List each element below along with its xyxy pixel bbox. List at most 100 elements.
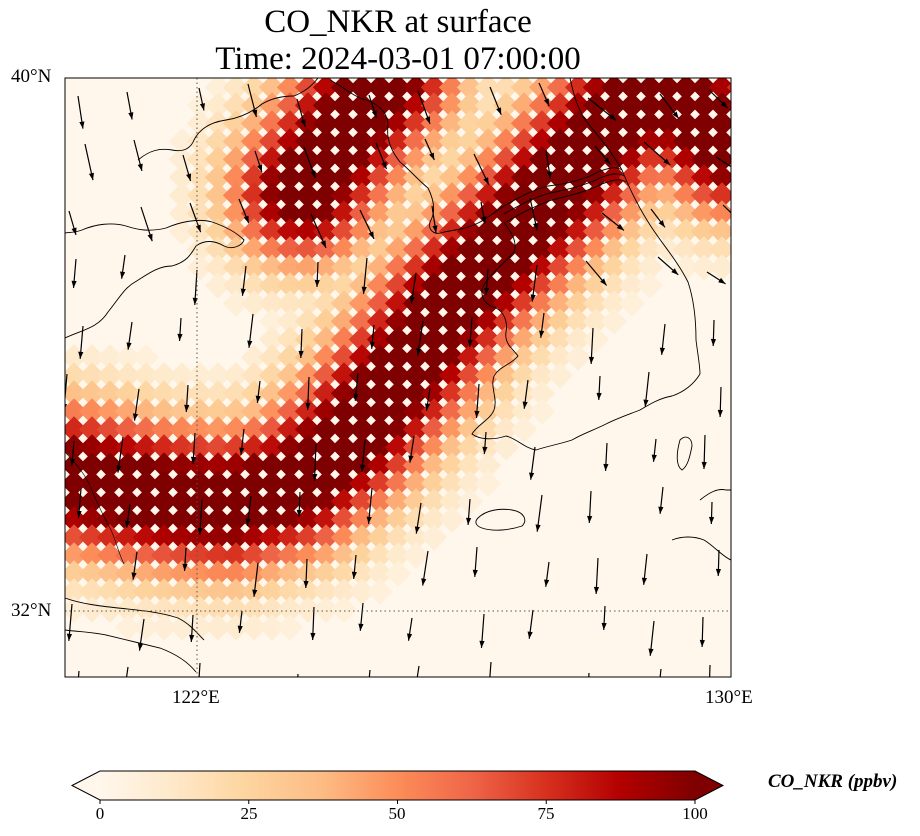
heatmap-cell [150, 362, 178, 389]
kyushu-coastline-2 [671, 536, 731, 561]
heatmap-cell [348, 110, 376, 137]
heatmap-cell [294, 542, 322, 569]
heatmap-cell [402, 488, 430, 515]
heatmap-cell [186, 470, 214, 497]
heatmap-cell [258, 92, 286, 119]
heatmap-cell [258, 308, 286, 335]
colorbar-min-extension [72, 771, 100, 800]
heatmap-cell [240, 362, 268, 389]
heatmap-cell [168, 434, 196, 461]
heatmap-cell [312, 434, 340, 461]
heatmap-cell [150, 452, 178, 479]
wind-arrow-head [182, 563, 188, 571]
colorbar [70, 770, 725, 804]
wind-arrow-head [189, 634, 195, 642]
heatmap-cell [438, 344, 466, 371]
wind-arrow-head [533, 222, 539, 231]
heatmap-cell [150, 434, 178, 461]
heatmap-cell [312, 506, 340, 533]
heatmap-cell [384, 236, 412, 263]
heatmap-cell [330, 290, 358, 317]
wind-arrow-head [603, 157, 611, 165]
colorbar-max-extension [695, 771, 723, 800]
heatmap-cell [348, 488, 376, 515]
heatmap-cell [402, 128, 430, 155]
wind-arrow-head [294, 704, 299, 711]
heatmap-cell [456, 434, 484, 461]
heatmap-cell [258, 416, 286, 443]
heatmap-cell [330, 416, 358, 443]
colorbar-tick-label: 0 [95, 804, 105, 823]
wind-arrow-head [717, 409, 723, 417]
wind-arrow-head [245, 518, 251, 526]
heatmap-cell [258, 254, 286, 281]
heatmap-cell [402, 254, 430, 281]
wind-arrow-head [125, 520, 131, 528]
heatmap-cell [240, 254, 268, 281]
heatmap-cell [474, 326, 502, 353]
wind-arrow-shaft [539, 676, 540, 677]
china-province-border [65, 451, 125, 565]
wind-arrow-head [522, 401, 528, 409]
heatmap-cell [330, 542, 358, 569]
heatmap-cell [294, 524, 322, 551]
heatmap-cell [276, 506, 304, 533]
heatmap-cell [204, 254, 232, 281]
heatmap-cell [330, 362, 358, 389]
heatmap-cell [402, 524, 430, 551]
wind-arrow-head [305, 402, 311, 410]
heatmap-cell [276, 596, 304, 623]
heatmap-cell [330, 78, 358, 101]
heatmap-cell [420, 362, 448, 389]
heatmap-cell [240, 398, 268, 425]
heatmap-cell [348, 470, 376, 497]
heatmap-cell [150, 470, 178, 497]
wind-arrow-head [671, 268, 679, 275]
heatmap-cell [114, 416, 142, 443]
heatmap-cell [222, 488, 250, 515]
heatmap-cell [402, 308, 430, 335]
heatmap-cell [420, 470, 448, 497]
heatmap-cell [438, 488, 466, 515]
heatmap-cell [312, 488, 340, 515]
heatmap-cell [456, 470, 484, 497]
heatmap-cell [186, 488, 214, 515]
china-nk-border-3 [505, 179, 627, 223]
heatmap-cell [258, 596, 286, 623]
heatmap-cell [258, 614, 286, 641]
heatmap-cell [366, 146, 394, 173]
wind-arrow-head [474, 410, 480, 418]
heatmap-cell [222, 146, 250, 173]
heatmap-cell [258, 488, 286, 515]
heatmap-cell [150, 488, 178, 515]
wind-arrow-head [588, 356, 595, 364]
wind-arrow-head [369, 341, 375, 349]
heatmap-cell [474, 344, 502, 371]
heatmap-cell [402, 110, 430, 137]
heatmap-cell [294, 506, 322, 533]
heatmap-cell [294, 578, 322, 605]
heatmap-cell [474, 236, 502, 263]
heatmap-cell [348, 524, 376, 551]
heatmap-cell [240, 470, 268, 497]
wind-arrow-head [432, 225, 438, 233]
wind-arrow-head [365, 695, 370, 702]
heatmap-cell [258, 182, 286, 209]
heatmap-cell [312, 308, 340, 335]
heatmap-cell [456, 182, 484, 209]
wind-arrow-head [300, 119, 306, 127]
heatmap-cell [312, 164, 340, 191]
heatmap-cell [366, 290, 394, 317]
wind-arrow-head [648, 648, 654, 656]
heatmap-cell [456, 218, 484, 245]
heatmap-cell [438, 362, 466, 389]
heatmap-cell [330, 560, 358, 587]
heatmap-cell [384, 218, 412, 245]
wind-arrow-head [243, 215, 249, 224]
heatmap-cell [366, 524, 394, 551]
heatmap-cell [384, 164, 412, 191]
heatmap-cell [330, 164, 358, 191]
heatmap-cell [402, 506, 430, 533]
wind-arrow-shaft [246, 678, 249, 704]
heatmap-cell [258, 542, 286, 569]
